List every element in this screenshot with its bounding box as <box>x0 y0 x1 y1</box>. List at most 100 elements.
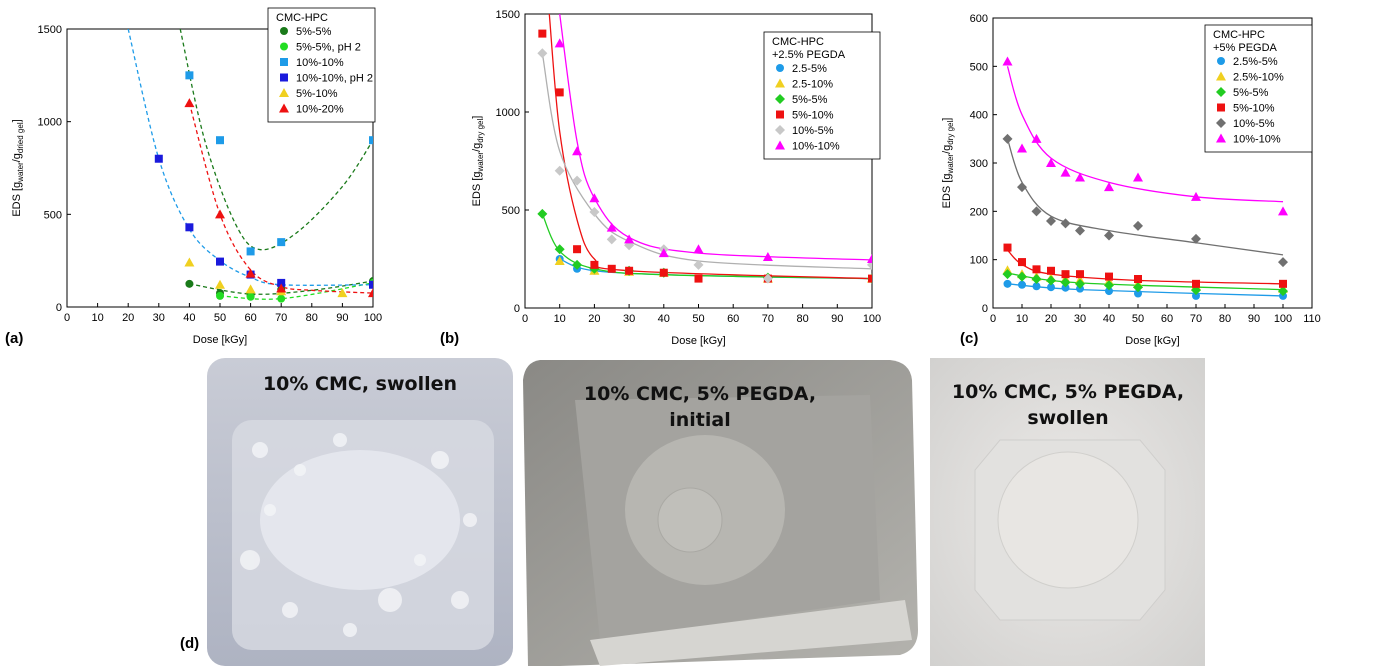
point <box>1018 258 1026 266</box>
y-axis-label: EDS [gwater/gdried gel] <box>11 119 25 216</box>
point <box>184 98 194 107</box>
point <box>1003 269 1013 279</box>
y-axis-label-part: EDS [g <box>471 171 483 206</box>
point <box>1004 280 1012 288</box>
x-tick-label: 0 <box>522 313 528 325</box>
point <box>369 136 377 144</box>
point <box>1278 206 1288 215</box>
y-axis-label-part: water <box>16 162 25 183</box>
photo-caption: 10% CMC, 5% PEGDA, <box>584 383 816 405</box>
point <box>1133 221 1143 231</box>
y-tick-label: 1000 <box>38 117 62 129</box>
photo <box>207 358 513 666</box>
x-tick-label: 80 <box>796 313 808 325</box>
legend-label: 5%-10% <box>1233 103 1275 115</box>
x-tick-label: 100 <box>1274 313 1292 325</box>
legend-title: CMC-HPC <box>772 36 824 48</box>
legend-label: 10%-5% <box>1233 118 1275 130</box>
x-tick-label: 30 <box>153 312 165 324</box>
x-tick-label: 10 <box>554 313 566 325</box>
y-tick-label: 1500 <box>38 24 62 36</box>
x-tick-label: 100 <box>863 313 881 325</box>
legend-label: 5%-10% <box>792 110 834 122</box>
point <box>537 48 547 58</box>
point <box>1003 134 1013 144</box>
legend-marker <box>1217 57 1225 65</box>
point <box>1017 144 1027 153</box>
y-tick-label: 0 <box>982 303 988 315</box>
point <box>867 254 877 263</box>
photo <box>523 360 918 666</box>
y-axis-label-part: water <box>946 154 955 175</box>
photo-caption: 10% CMC, 5% PEGDA, <box>952 381 1184 403</box>
point <box>247 293 255 301</box>
y-tick-label: 0 <box>56 302 62 314</box>
y-axis-label-part: ] <box>11 119 23 122</box>
y-axis-label-part: /g <box>11 153 23 162</box>
legend-label: 5%-5% <box>1233 87 1269 99</box>
y-axis-label-part: EDS [g <box>11 182 23 217</box>
y-tick-label: 100 <box>970 255 988 267</box>
point <box>1105 273 1113 281</box>
point <box>572 146 582 155</box>
y-tick-label: 200 <box>970 206 988 218</box>
point <box>589 193 599 202</box>
point <box>868 275 876 283</box>
x-tick-label: 50 <box>214 312 226 324</box>
x-tick-label: 110 <box>1303 313 1321 325</box>
y-tick-label: 1500 <box>496 9 520 21</box>
point <box>1075 226 1085 236</box>
x-tick-label: 60 <box>1161 313 1173 325</box>
point <box>625 267 633 275</box>
point <box>1004 244 1012 252</box>
legend-label: 5%-5% <box>296 26 332 38</box>
point <box>1062 270 1070 278</box>
x-tick-label: 10 <box>91 312 103 324</box>
legend-label: 10%-20% <box>296 104 344 116</box>
x-tick-label: 50 <box>692 313 704 325</box>
x-tick-label: 70 <box>762 313 774 325</box>
y-axis-label-part: EDS [g <box>941 173 953 208</box>
legend-label: 2.5%-5% <box>1233 56 1278 68</box>
legend-marker <box>280 58 288 66</box>
y-tick-label: 500 <box>502 205 520 217</box>
x-tick-label: 30 <box>623 313 635 325</box>
point <box>1032 134 1042 143</box>
panel-label: (b) <box>440 330 459 347</box>
x-tick-label: 60 <box>727 313 739 325</box>
x-axis-label: Dose [kGy] <box>671 335 725 347</box>
point <box>1047 267 1055 275</box>
point <box>1061 218 1071 228</box>
point <box>215 209 225 218</box>
x-tick-label: 0 <box>990 313 996 325</box>
legend-label: 10%-10% <box>296 57 344 69</box>
x-tick-label: 20 <box>1045 313 1057 325</box>
x-tick-label: 30 <box>1074 313 1086 325</box>
x-tick-label: 40 <box>183 312 195 324</box>
x-tick-label: 50 <box>1132 313 1144 325</box>
point <box>185 223 193 231</box>
y-axis-label-part: dried gel <box>16 122 25 153</box>
y-axis-label-part: ] <box>471 116 483 119</box>
y-axis-label: EDS [gwater/gdry gel] <box>471 116 485 207</box>
legend-label: 2.5-5% <box>792 63 827 75</box>
point <box>1133 282 1143 292</box>
x-tick-label: 40 <box>658 313 670 325</box>
panel-label: (d) <box>180 635 199 652</box>
legend-marker <box>280 27 288 35</box>
y-tick-label: 1000 <box>496 107 520 119</box>
y-axis-label-part: dry gel <box>476 119 485 143</box>
legend-label: 5%-10% <box>296 88 338 100</box>
point <box>1075 173 1085 182</box>
legend-marker <box>280 43 288 51</box>
point <box>1032 274 1042 284</box>
point <box>1046 158 1056 167</box>
x-tick-label: 90 <box>336 312 348 324</box>
photo-caption: initial <box>669 409 730 431</box>
point <box>1104 231 1114 241</box>
panel-label: (a) <box>5 330 23 347</box>
point <box>1033 265 1041 273</box>
legend-label: 10%-10% <box>792 141 840 153</box>
